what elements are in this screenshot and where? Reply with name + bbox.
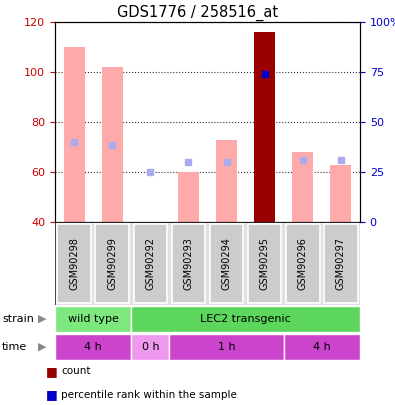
Bar (254, 32, 275, 222)
FancyBboxPatch shape (286, 224, 320, 303)
FancyBboxPatch shape (131, 334, 169, 360)
Text: ▶: ▶ (38, 314, 47, 324)
Text: percentile rank within the sample: percentile rank within the sample (61, 390, 237, 400)
FancyBboxPatch shape (131, 305, 360, 333)
FancyBboxPatch shape (210, 224, 243, 303)
Text: 4 h: 4 h (84, 342, 102, 352)
Bar (331, 164, 352, 222)
Text: ▶: ▶ (38, 342, 47, 352)
FancyBboxPatch shape (169, 334, 284, 360)
Text: strain: strain (2, 314, 34, 324)
FancyBboxPatch shape (55, 334, 131, 360)
FancyBboxPatch shape (324, 224, 358, 303)
Text: GSM90295: GSM90295 (260, 237, 270, 290)
Text: 1 h: 1 h (218, 342, 235, 352)
Bar (216, 139, 237, 222)
Text: GSM90299: GSM90299 (107, 237, 117, 290)
Text: GSM90296: GSM90296 (298, 237, 308, 290)
Text: 4 h: 4 h (313, 342, 331, 352)
Text: GSM90297: GSM90297 (336, 237, 346, 290)
Text: GSM90293: GSM90293 (183, 237, 194, 290)
FancyBboxPatch shape (96, 224, 129, 303)
FancyBboxPatch shape (248, 224, 282, 303)
Text: ■: ■ (45, 388, 57, 401)
Text: GSM90294: GSM90294 (222, 237, 231, 290)
Bar (64, 47, 85, 222)
Text: LEC2 transgenic: LEC2 transgenic (200, 314, 291, 324)
Text: count: count (61, 366, 91, 376)
Text: time: time (2, 342, 27, 352)
Text: GSM90292: GSM90292 (145, 237, 155, 290)
Text: ■: ■ (45, 364, 57, 377)
Bar (292, 152, 313, 222)
FancyBboxPatch shape (55, 305, 131, 333)
FancyBboxPatch shape (172, 224, 205, 303)
Bar (102, 67, 123, 222)
FancyBboxPatch shape (134, 224, 167, 303)
FancyBboxPatch shape (57, 224, 91, 303)
FancyBboxPatch shape (284, 334, 360, 360)
Text: GDS1776 / 258516_at: GDS1776 / 258516_at (117, 5, 278, 21)
Text: wild type: wild type (68, 314, 118, 324)
Bar (178, 172, 199, 222)
Text: GSM90298: GSM90298 (69, 237, 79, 290)
Text: 0 h: 0 h (141, 342, 159, 352)
